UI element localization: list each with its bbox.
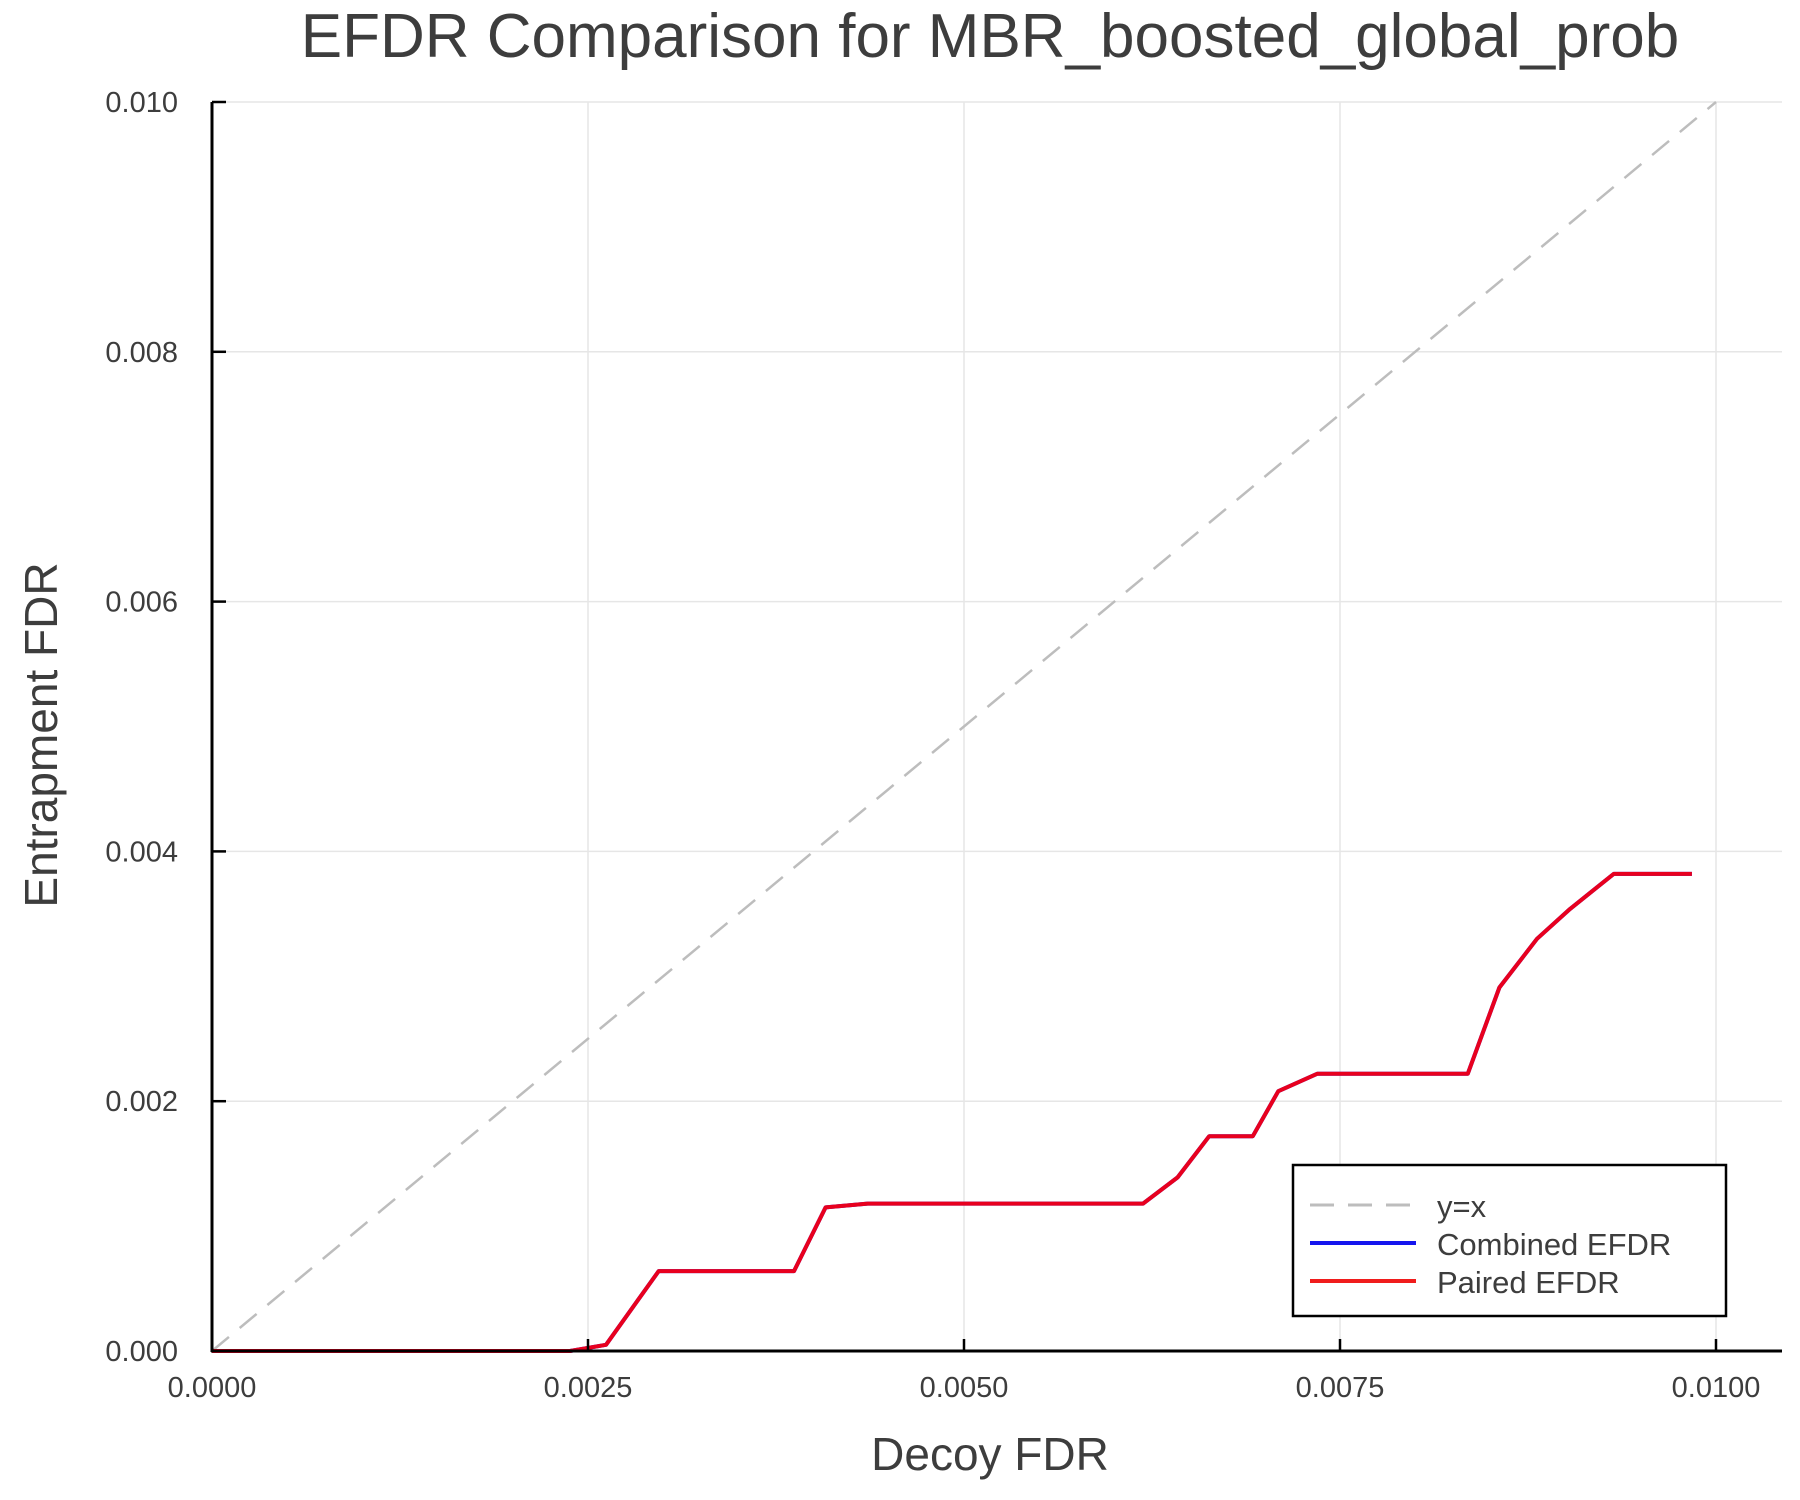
x-tick-label: 0.0100 [1672, 1372, 1761, 1404]
grid-lines [212, 101, 1782, 1351]
legend-label: Combined EFDR [1437, 1227, 1671, 1262]
y-tick-label: 0.006 [105, 587, 178, 619]
plot-series [211, 101, 1717, 1353]
x-tick-labels: 0.0000 0.0025 0.0050 0.0075 0.0100 [168, 1372, 1761, 1404]
legend-label: Paired EFDR [1437, 1265, 1620, 1300]
legend-item-paired-efdr: Paired EFDR [1310, 1265, 1620, 1300]
chart-title: EFDR Comparison for MBR_boosted_global_p… [301, 2, 1679, 71]
x-tick-label: 0.0025 [544, 1372, 633, 1404]
series-paired-efdr [212, 871, 1692, 1353]
x-tick-label: 0.0000 [168, 1372, 257, 1404]
legend-box [1291, 1163, 1728, 1318]
y-tick-label: 0.008 [105, 337, 178, 369]
legend: y=x Combined EFDR Paired EFDR [1291, 1163, 1728, 1318]
axes [210, 100, 1782, 1353]
legend-label: y=x [1437, 1189, 1487, 1224]
y-tick-label: 0.010 [105, 87, 178, 119]
y-tick-label: 0.002 [105, 1086, 178, 1118]
x-tick-label: 0.0075 [1296, 1372, 1385, 1404]
y-tick-labels: 0.000 0.002 0.004 0.006 0.008 0.010 [105, 87, 178, 1368]
x-axis-label: Decoy FDR [871, 1428, 1109, 1480]
x-tick-label: 0.0050 [920, 1372, 1009, 1404]
legend-item-combined-efdr: Combined EFDR [1310, 1227, 1671, 1262]
legend-item-y-equals-x: y=x [1310, 1189, 1487, 1224]
y-tick-label: 0.004 [105, 836, 178, 868]
y-tick-label: 0.000 [105, 1336, 178, 1368]
series-y-x [211, 101, 1717, 1352]
y-axis-label: Entrapment FDR [15, 562, 67, 907]
